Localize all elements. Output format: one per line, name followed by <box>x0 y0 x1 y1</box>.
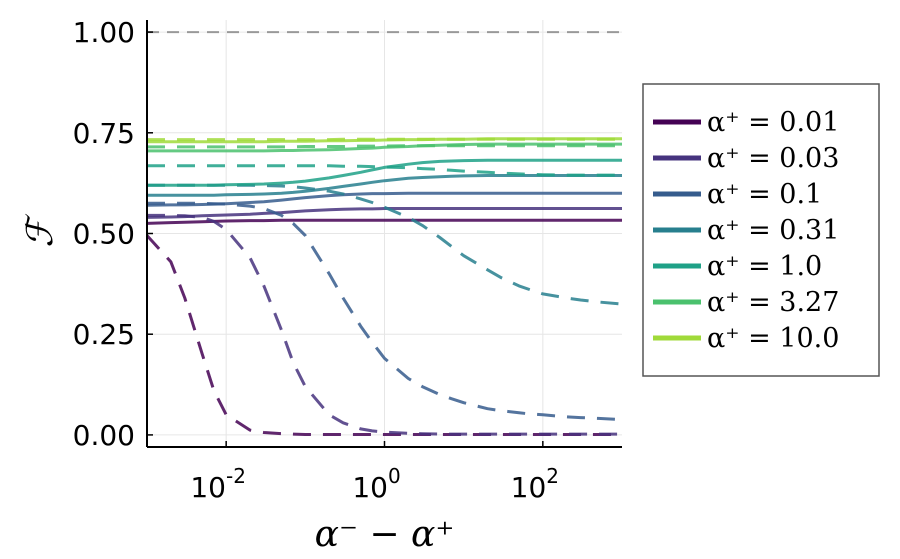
legend-label: α⁺ = 10.0 <box>707 323 839 354</box>
y-tick-label: 0.75 <box>73 117 135 150</box>
grid-layer <box>147 20 622 447</box>
legend-label: α⁺ = 0.03 <box>707 143 839 174</box>
legend-label: α⁺ = 1.0 <box>707 251 822 282</box>
y-tick-label: 0.25 <box>73 318 135 351</box>
x-tick-label: 10-2 <box>190 464 246 504</box>
legend-label: α⁺ = 0.1 <box>707 179 822 210</box>
legend: α⁺ = 0.01 α⁺ = 0.03 α⁺ = 0.1 α⁺ = 0.31 α⁺ = … <box>643 84 879 376</box>
x-tick-label: 100 <box>352 464 400 504</box>
y-axis-label: ℱ <box>20 214 61 248</box>
legend-label: α⁺ = 3.27 <box>707 287 839 318</box>
y-tick-label: 1.00 <box>73 16 135 49</box>
legend-label: α⁺ = 0.31 <box>707 215 839 246</box>
y-tick-label: 0.00 <box>73 419 135 452</box>
tick-labels-layer: 0.00 0.25 0.50 0.75 1.00 10-2 100 102 <box>73 16 559 504</box>
y-tick-label: 0.50 <box>73 218 135 251</box>
x-axis-label: α⁻ − α⁺ <box>315 514 455 554</box>
x-tick-label: 102 <box>511 464 559 504</box>
legend-label: α⁺ = 0.01 <box>707 107 839 138</box>
axis-labels-layer: α⁻ − α⁺ ℱ <box>20 214 454 554</box>
